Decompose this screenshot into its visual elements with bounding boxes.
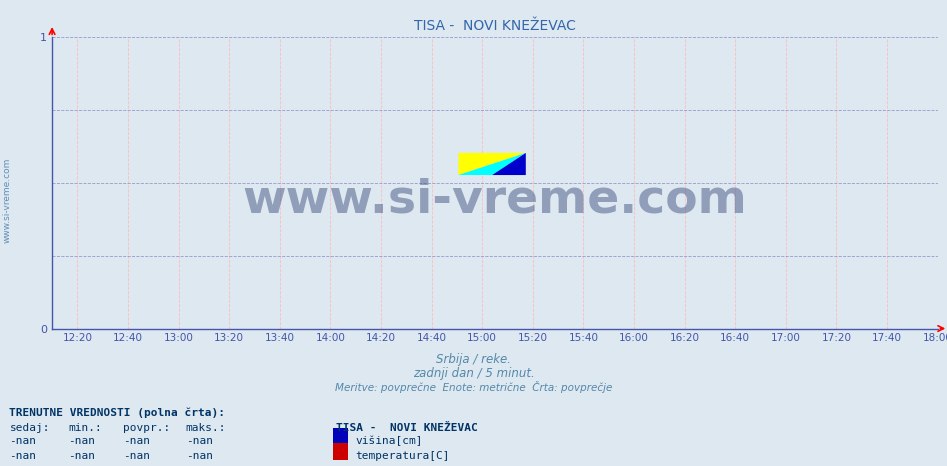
Polygon shape (458, 153, 526, 175)
Text: -nan: -nan (186, 451, 213, 461)
Text: sedaj:: sedaj: (9, 423, 50, 432)
Text: maks.:: maks.: (186, 423, 226, 432)
Text: povpr.:: povpr.: (123, 423, 170, 432)
Title: TISA -  NOVI KNEŽEVAC: TISA - NOVI KNEŽEVAC (414, 19, 576, 34)
Text: -nan: -nan (68, 436, 96, 446)
Text: Srbija / reke.: Srbija / reke. (436, 353, 511, 365)
Text: min.:: min.: (68, 423, 102, 432)
Text: -nan: -nan (186, 436, 213, 446)
Text: Meritve: povprečne  Enote: metrične  Črta: povprečje: Meritve: povprečne Enote: metrične Črta:… (335, 381, 612, 392)
Text: zadnji dan / 5 minut.: zadnji dan / 5 minut. (413, 367, 534, 379)
Text: www.si-vreme.com: www.si-vreme.com (242, 178, 747, 223)
Polygon shape (492, 153, 526, 175)
Text: www.si-vreme.com: www.si-vreme.com (3, 158, 12, 243)
Text: temperatura[C]: temperatura[C] (355, 451, 450, 461)
Polygon shape (458, 153, 526, 175)
Text: -nan: -nan (9, 436, 37, 446)
Text: -nan: -nan (68, 451, 96, 461)
Text: -nan: -nan (123, 436, 151, 446)
Text: višina[cm]: višina[cm] (355, 436, 422, 446)
Text: TISA -  NOVI KNEŽEVAC: TISA - NOVI KNEŽEVAC (336, 423, 478, 432)
Text: -nan: -nan (9, 451, 37, 461)
Text: -nan: -nan (123, 451, 151, 461)
Text: TRENUTNE VREDNOSTI (polna črta):: TRENUTNE VREDNOSTI (polna črta): (9, 407, 225, 418)
